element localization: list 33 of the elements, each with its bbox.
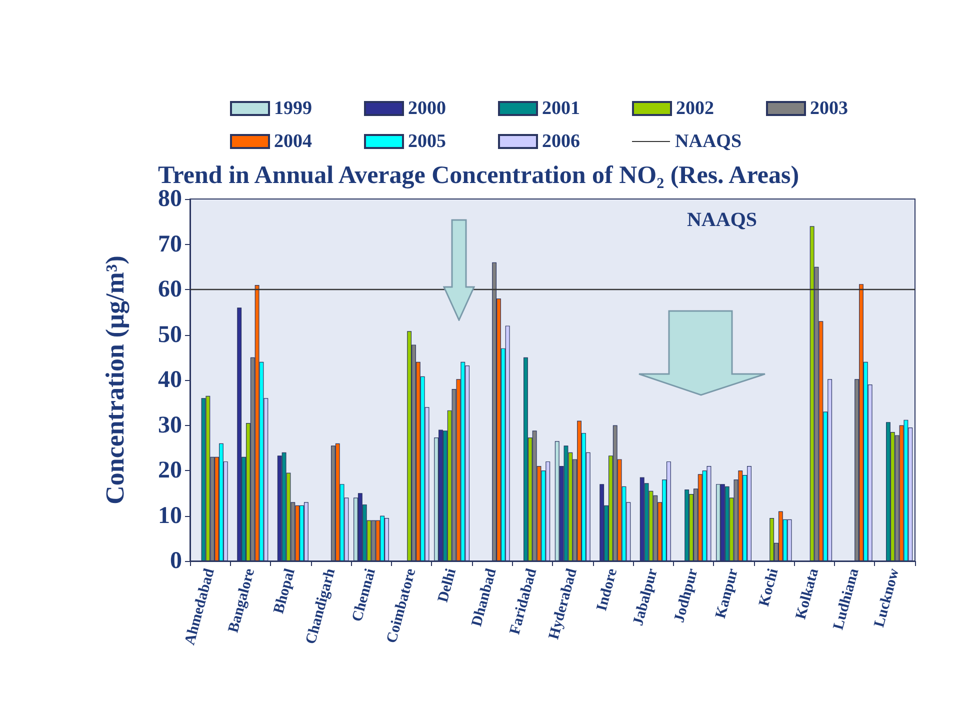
legend-label: 2005 — [408, 131, 446, 152]
y-tick-label: 20 — [158, 458, 182, 484]
x-tick-label: Lucknow — [872, 566, 903, 630]
legend-label: 2000 — [408, 98, 446, 119]
x-tick-label: Ludhiana — [830, 566, 862, 632]
legend-label: 2001 — [542, 98, 580, 119]
legend-label: 2004 — [274, 131, 312, 152]
x-tick-label: Bhopal — [271, 566, 298, 616]
x-tick-label: Kolkata — [793, 566, 822, 621]
x-tick-label: Jabalpur — [630, 566, 662, 628]
y-tick-label: 10 — [158, 502, 182, 529]
y-tick-label: 0 — [170, 548, 182, 574]
y-tick-label: 70 — [158, 231, 182, 258]
y-tick-label: 60 — [158, 276, 182, 302]
x-tick-label: Indore — [594, 566, 621, 613]
legend-label: 2006 — [542, 131, 580, 152]
y-tick-label: 40 — [158, 367, 182, 393]
x-tick-label: Delhi — [435, 566, 460, 604]
legend-label: 1999 — [274, 98, 312, 119]
x-tick-label: Kochi — [756, 566, 782, 608]
annotation: NAAQS — [686, 209, 758, 231]
x-tick-label: Jodhpur — [671, 566, 702, 624]
y-tick-label: 30 — [158, 412, 182, 438]
legend-label: 2003 — [810, 98, 848, 119]
x-tick-label: Dhanbad — [469, 566, 500, 628]
y-tick-label: 50 — [158, 322, 182, 348]
y-tick-label: 80 — [158, 186, 182, 212]
y-axis-title: Concentration (µg/m³) — [100, 256, 130, 504]
x-tick-label: Kanpur — [712, 566, 742, 620]
chart-title: Trend in Annual Average Concentration of NO₂ (Res. Areas) — [158, 162, 800, 189]
legend-label: NAAQS — [675, 131, 742, 152]
legend-label: 2002 — [676, 98, 714, 119]
x-tick-label: Chennai — [349, 566, 379, 624]
